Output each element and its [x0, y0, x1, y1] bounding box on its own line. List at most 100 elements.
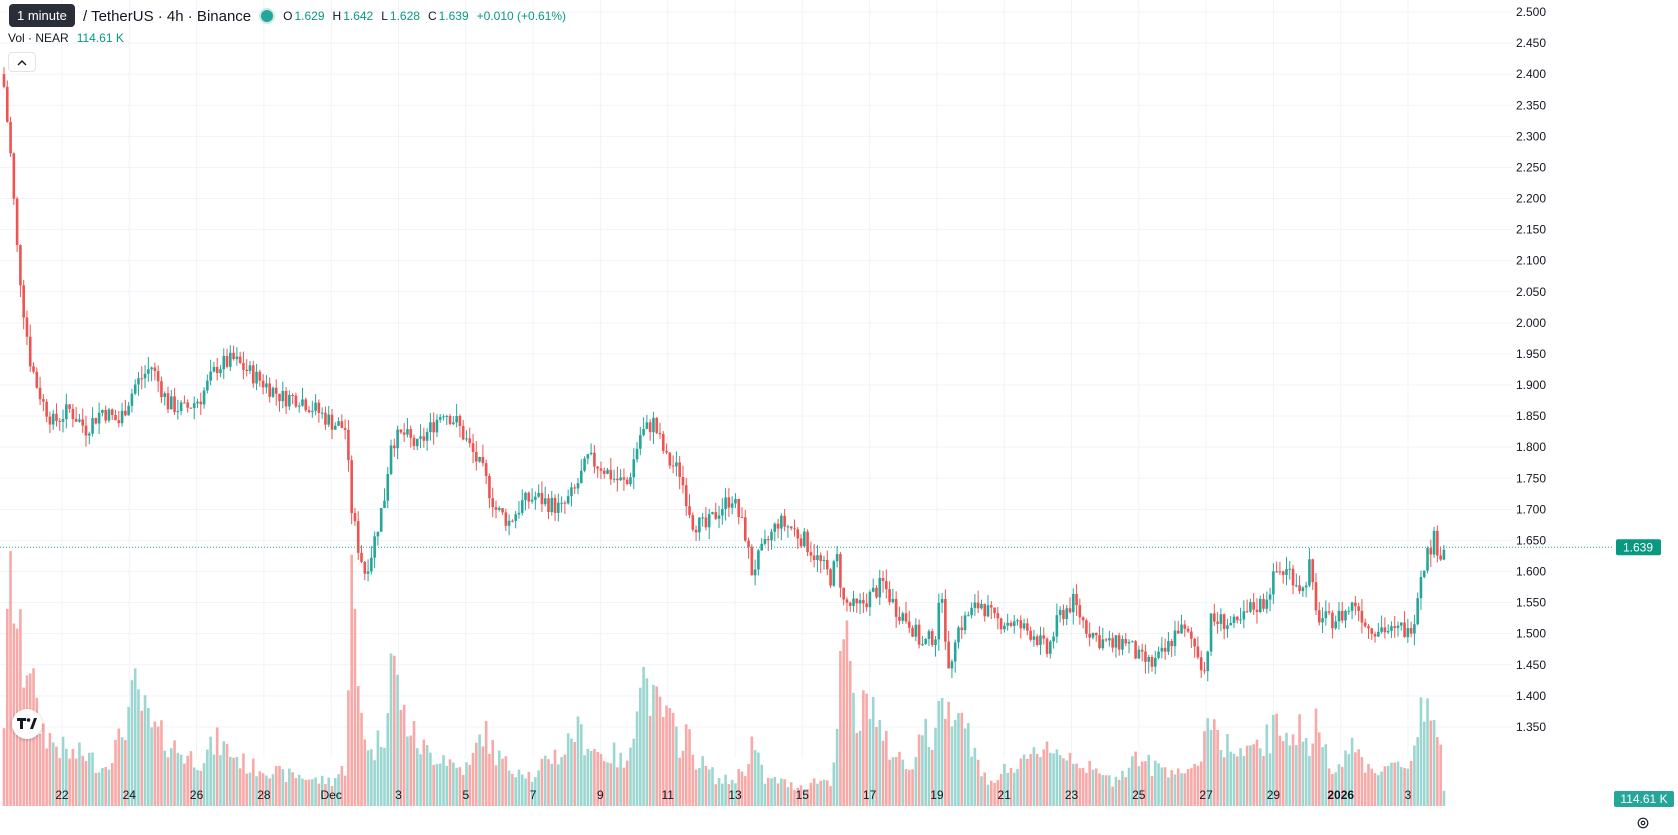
volume-bar [1386, 765, 1390, 806]
candle [1281, 571, 1285, 575]
volume-bar [691, 754, 695, 806]
candle [1045, 638, 1049, 654]
candle [1360, 610, 1364, 623]
volume-bar [235, 756, 239, 806]
volume-bar [311, 779, 314, 806]
volume-bar [780, 778, 783, 806]
candle [373, 536, 376, 558]
volume-bar [458, 767, 462, 806]
x-tick-label: 5 [462, 788, 469, 802]
volume-bar [1127, 767, 1131, 806]
y-tick-label: 2.200 [1516, 192, 1546, 206]
volume-bar [1206, 718, 1210, 806]
candle [435, 419, 439, 433]
candle [514, 514, 517, 521]
candle [1340, 610, 1344, 621]
volume-bar [435, 763, 439, 806]
candle [698, 517, 701, 533]
candle [1199, 657, 1203, 671]
symbol-title[interactable]: / TetherUS · 4h · Binance [83, 7, 252, 25]
volume-bar [547, 759, 550, 806]
volume-bar [1367, 763, 1370, 806]
candle [84, 425, 88, 436]
candle [265, 383, 268, 388]
volume-bar [885, 730, 888, 806]
volume-bar [1377, 775, 1380, 806]
candle [681, 477, 685, 486]
candle [1337, 610, 1341, 622]
candle [944, 598, 947, 642]
candle [461, 426, 465, 440]
y-tick-label: 2.350 [1516, 98, 1546, 112]
candle [412, 437, 416, 447]
volume-bar [1242, 756, 1246, 806]
volume-bar [1252, 744, 1255, 806]
collapse-legend-button[interactable] [8, 52, 36, 72]
volume-bar [1308, 756, 1311, 806]
candle [68, 404, 71, 409]
candle [1006, 622, 1009, 626]
volume-bar [353, 608, 357, 806]
volume-bar [1170, 770, 1173, 806]
candle [140, 378, 144, 380]
candle [888, 589, 891, 603]
candle [166, 393, 170, 410]
volume-bar [629, 747, 632, 806]
volume-bar [1255, 739, 1259, 806]
candle [1049, 641, 1052, 654]
gear-icon[interactable] [1636, 816, 1650, 830]
candle [596, 466, 599, 469]
volume-bar [980, 776, 983, 806]
volume-bar [409, 735, 413, 806]
candle [786, 526, 790, 528]
candle [1354, 602, 1357, 607]
volume-bar [773, 776, 777, 806]
volume-bar [1117, 779, 1121, 806]
volume-bar [192, 767, 196, 806]
volume-bar [829, 786, 832, 806]
volume-bar [586, 748, 590, 806]
candle [458, 415, 462, 427]
candle [91, 418, 94, 434]
candle [1124, 638, 1128, 644]
candle [442, 416, 445, 418]
volume-bar [593, 748, 596, 806]
candle [1308, 559, 1311, 586]
volume-bar [530, 781, 534, 806]
candle [448, 415, 452, 425]
candle [366, 571, 370, 574]
volume-bar [1124, 777, 1128, 806]
volume-bar [383, 747, 386, 806]
candle [1262, 598, 1265, 609]
candle [1075, 593, 1078, 606]
volume-bar [1426, 698, 1429, 806]
candle [796, 529, 800, 539]
volume-bar [363, 739, 367, 806]
candle [1160, 647, 1164, 652]
candle [999, 618, 1003, 630]
candle [156, 370, 160, 382]
candle [757, 550, 760, 570]
candle [452, 422, 455, 425]
candle [616, 478, 619, 481]
y-tick-label: 1.700 [1516, 502, 1546, 516]
candle [1065, 608, 1069, 620]
candle [1258, 598, 1262, 612]
candle [409, 429, 413, 438]
candle [980, 604, 983, 609]
candle [12, 153, 16, 199]
x-tick-label: 25 [1132, 788, 1146, 802]
tradingview-logo[interactable] [12, 709, 42, 739]
volume-bar [432, 764, 435, 806]
candle [1206, 651, 1210, 672]
candle [520, 500, 524, 513]
volume-bar [1265, 724, 1269, 806]
candle [527, 492, 531, 502]
volume-bar [1429, 720, 1433, 806]
candle [1186, 628, 1190, 632]
candle [1209, 613, 1213, 652]
candle [1344, 610, 1347, 621]
candle [770, 531, 773, 541]
volume-bar [1317, 732, 1321, 806]
